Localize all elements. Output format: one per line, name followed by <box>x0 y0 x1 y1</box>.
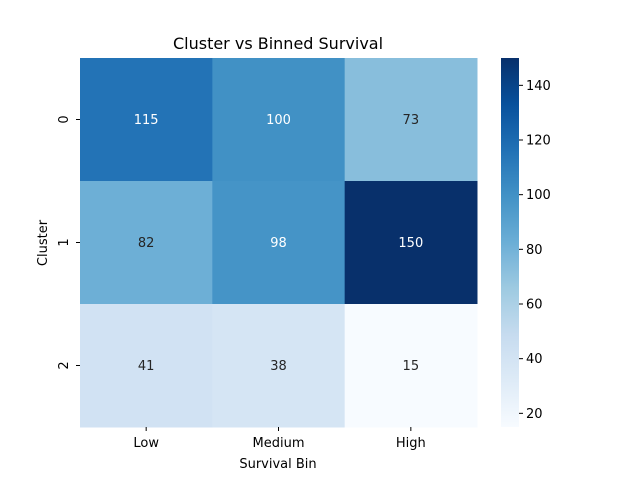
y-axis-label: Cluster <box>36 219 51 266</box>
colorbar-tick-label-2: 60 <box>526 298 543 313</box>
colorbar-tick-label-3: 80 <box>526 243 543 258</box>
x-axis: Low Medium High <box>133 427 426 451</box>
heatmap-cells: 115 100 73 82 98 150 41 38 15 <box>80 58 478 428</box>
colorbar-tick-label-6: 140 <box>526 79 551 94</box>
y-tick-label-1: 1 <box>57 238 72 246</box>
heatmap-cell-2-1 <box>212 304 346 428</box>
x-tick-label-0: Low <box>133 436 159 451</box>
heatmap-cell-1-2 <box>344 181 478 305</box>
heatmap-cell-1-1 <box>212 181 346 305</box>
cell-label-0-2: 73 <box>403 113 420 128</box>
cell-label-0-0: 115 <box>134 113 159 128</box>
y-tick-label-0: 0 <box>57 115 72 123</box>
cell-label-2-1: 38 <box>270 359 287 374</box>
x-axis-label: Survival Bin <box>239 457 316 472</box>
colorbar-tick-label-1: 40 <box>526 352 543 367</box>
x-tick-label-2: High <box>396 436 426 451</box>
cell-label-1-1: 98 <box>270 236 287 251</box>
colorbar-tick-label-0: 20 <box>526 407 543 422</box>
heatmap-cell-0-0 <box>80 58 213 182</box>
y-axis: 0 1 2 <box>57 115 80 370</box>
colorbar-gradient <box>501 58 519 427</box>
cell-label-0-1: 100 <box>266 113 291 128</box>
y-tick-label-2: 2 <box>57 361 72 369</box>
heatmap-cell-0-2 <box>344 58 478 182</box>
colorbar-tick-label-4: 100 <box>526 188 551 203</box>
heatmap-cell-2-2 <box>344 304 478 428</box>
colorbar: 20 40 60 80 100 120 140 <box>501 58 551 427</box>
colorbar-tick-label-5: 120 <box>526 134 551 149</box>
heatmap-cell-1-0 <box>80 181 213 305</box>
cell-label-1-2: 150 <box>398 236 423 251</box>
cell-label-2-2: 15 <box>403 359 420 374</box>
cell-label-2-0: 41 <box>138 359 155 374</box>
heatmap-cell-2-0 <box>80 304 213 428</box>
heatmap-cell-0-1 <box>212 58 346 182</box>
cell-label-1-0: 82 <box>138 236 155 251</box>
chart-title: Cluster vs Binned Survival <box>173 34 383 53</box>
x-tick-label-1: Medium <box>253 436 305 451</box>
